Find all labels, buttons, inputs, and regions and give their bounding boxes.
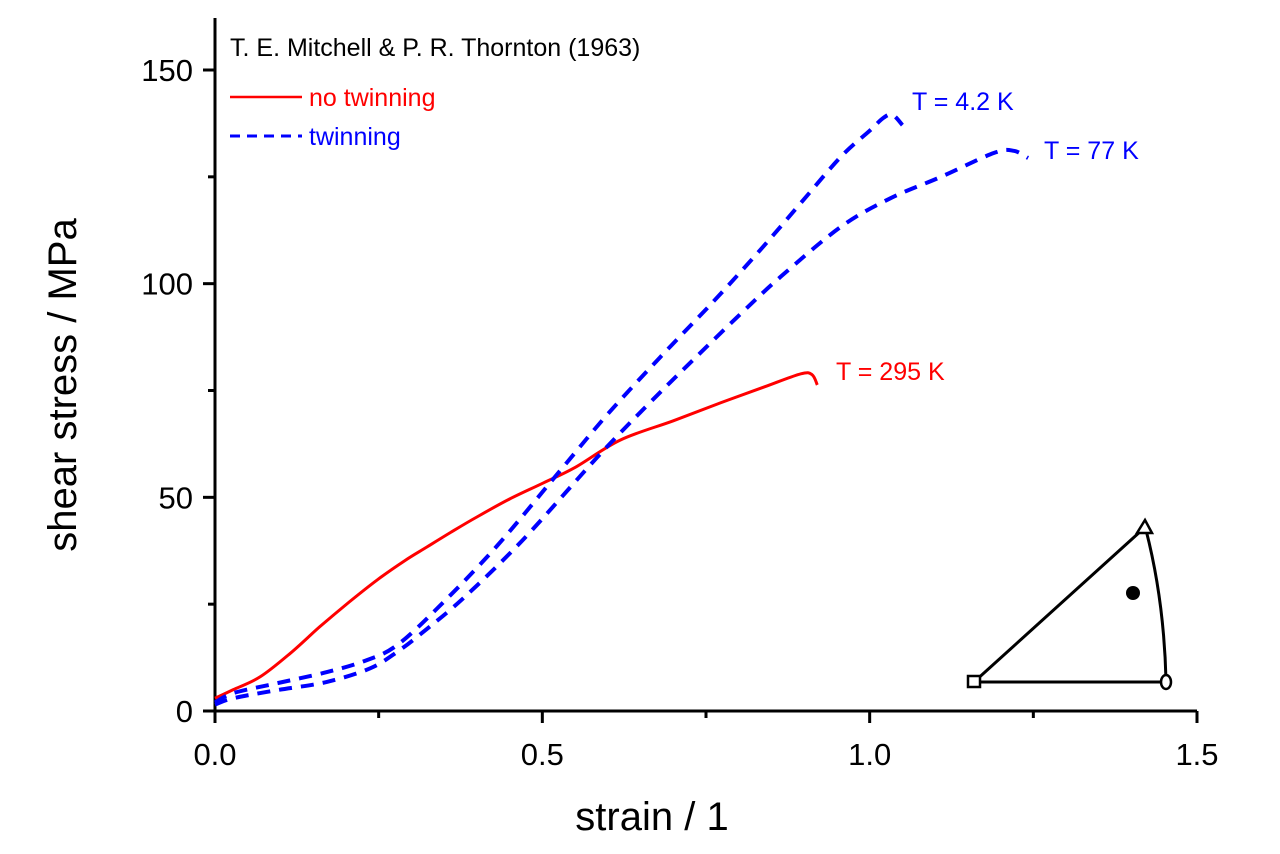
curves [214, 112, 1030, 707]
legend: no twinning twinning [230, 84, 435, 151]
series-line-t-295-k [214, 371, 819, 700]
x-tick-label: 0.0 [193, 737, 236, 772]
x-tick-label: 1.0 [848, 737, 891, 772]
legend-label-no-twinning: no twinning [309, 84, 435, 112]
triangle-edge-diagonal [972, 528, 1144, 684]
stereographic-triangle-inset [966, 517, 1173, 691]
y-tick-label: 0 [176, 694, 193, 729]
y-tick-label: 150 [141, 53, 193, 88]
triangle-edge-arc [1144, 529, 1168, 681]
series-line-t-77-k [214, 147, 1030, 707]
y-axis-label: shear stress / MPa [41, 218, 85, 552]
annotation-77k: T = 77 K [1044, 137, 1139, 165]
annotation-295k: T = 295 K [836, 358, 945, 386]
annotation-4-2k: T = 4.2 K [912, 88, 1014, 116]
x-axis-label: strain / 1 [575, 795, 728, 839]
x-tick-label: 0.5 [521, 737, 564, 772]
y-tick-label: 50 [159, 480, 193, 515]
y-tick-label: 100 [141, 267, 193, 302]
square-marker [966, 674, 982, 689]
chart-title: T. E. Mitchell & P. R. Thornton (1963) [230, 34, 640, 62]
x-tick-label: 1.5 [1175, 737, 1218, 772]
orientation-dot [1126, 586, 1140, 600]
axes: 0.0 0.5 1.0 1.5 0 50 100 150 [141, 18, 1219, 772]
oval-marker [1159, 673, 1173, 691]
legend-label-twinning: twinning [309, 123, 401, 151]
triangle-marker [1134, 517, 1155, 535]
series-line-t-4-2-k [214, 112, 904, 705]
